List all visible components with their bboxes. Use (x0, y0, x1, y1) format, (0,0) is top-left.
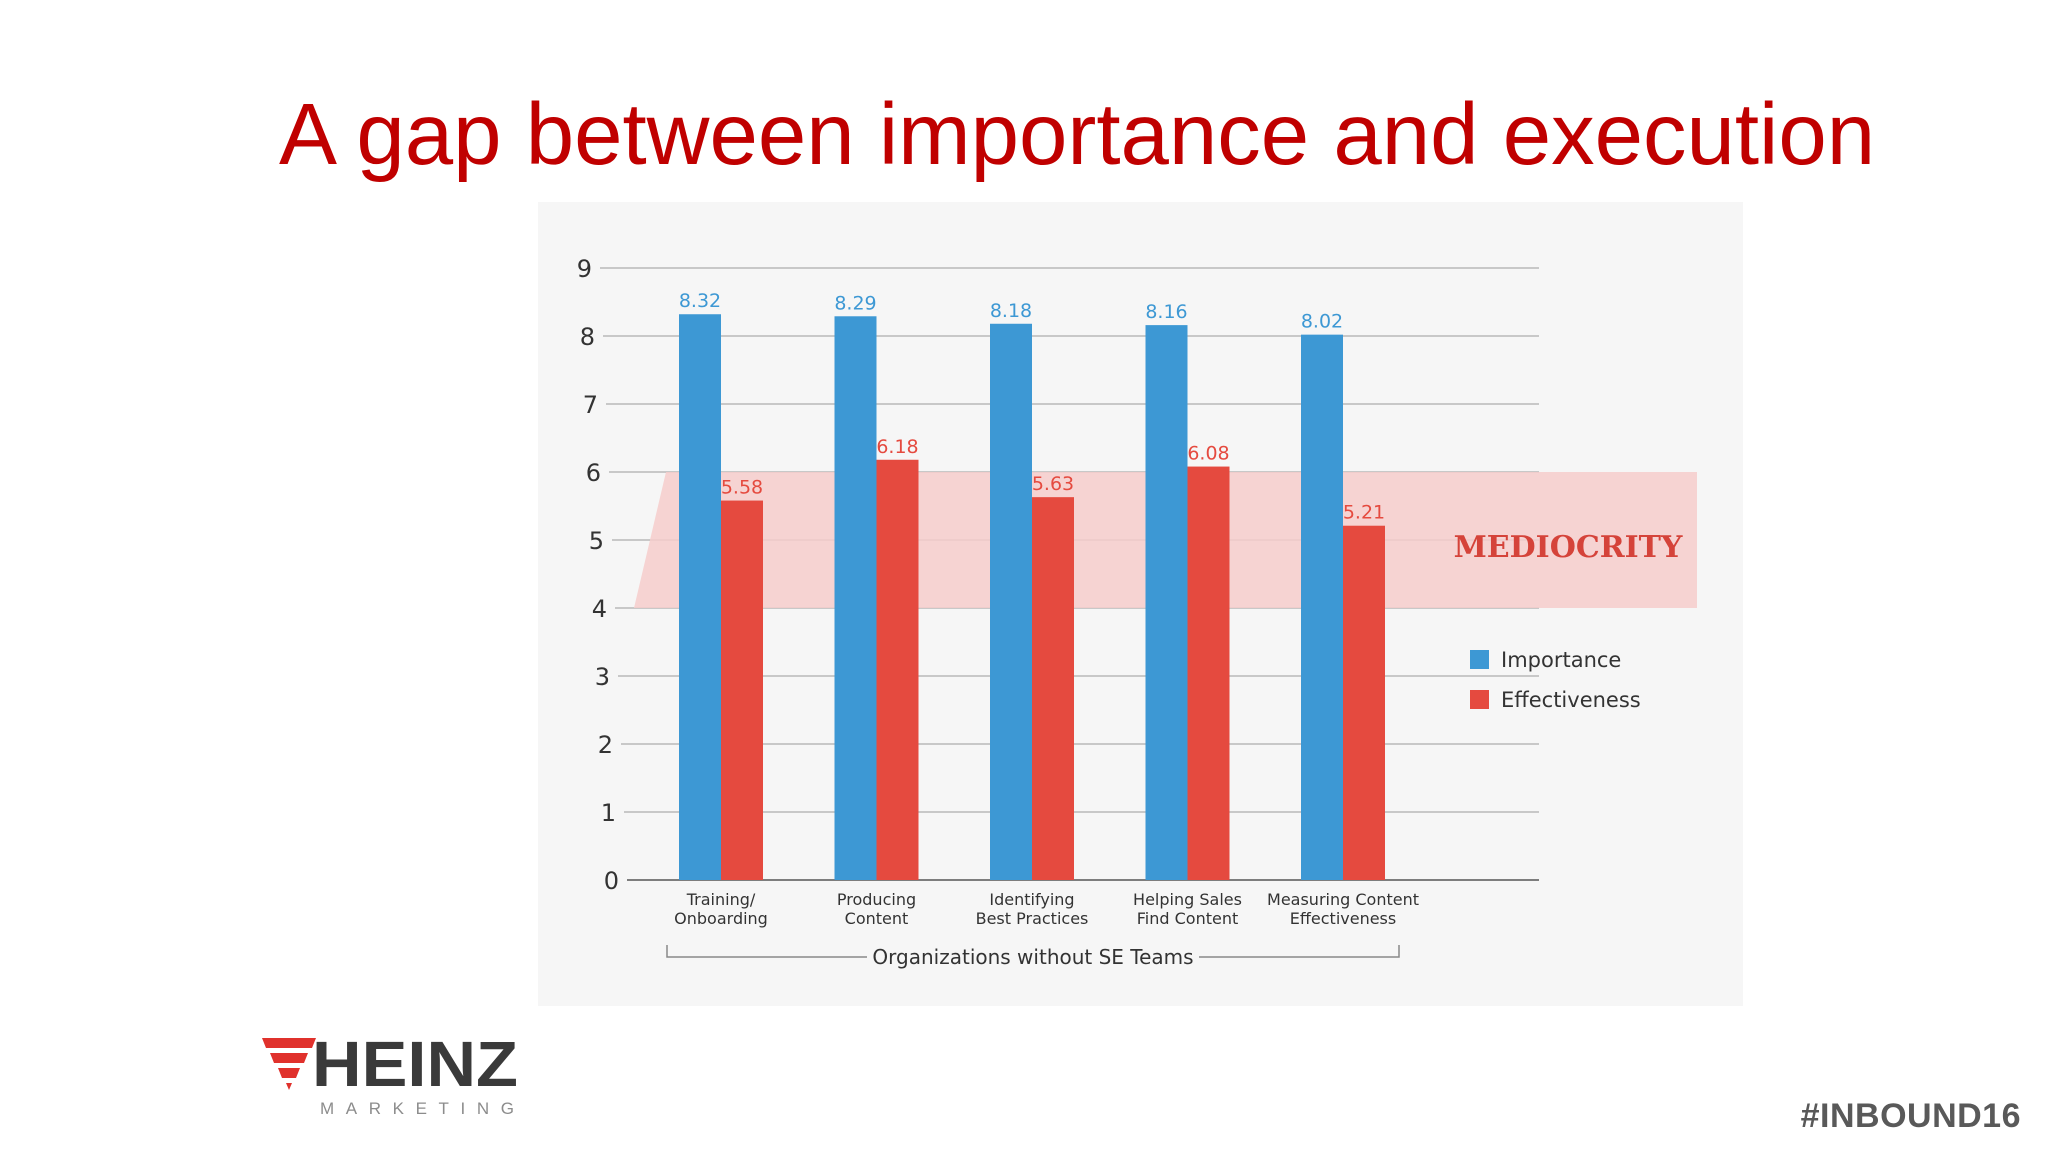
x-tick-label: Producing (837, 890, 916, 909)
x-tick-label: Identifying (989, 890, 1074, 909)
importance-bar (834, 316, 877, 880)
legend-label: Importance (1501, 648, 1621, 672)
group-label: Organizations without SE Teams (872, 945, 1193, 969)
y-tick-label: 2 (598, 731, 613, 759)
bar-value-label: 6.18 (876, 436, 918, 458)
y-tick-label: 8 (580, 323, 595, 351)
band-label: MEDIOCRITY (1454, 530, 1683, 565)
logo-tagline: MARKETING (320, 1099, 514, 1118)
slide-title: A gap between importance and execution (279, 86, 1876, 183)
x-tick-label: Find Content (1137, 909, 1239, 928)
y-tick-label: 9 (577, 255, 592, 283)
x-tick-label: Measuring Content (1267, 890, 1419, 909)
legend-swatch (1470, 690, 1489, 709)
effectiveness-bar (1343, 525, 1385, 880)
effectiveness-bar (1187, 466, 1230, 880)
logo-mark-icon (262, 1038, 316, 1090)
x-tick-label: Content (845, 909, 909, 928)
logo-wordmark: HEINZ (312, 1030, 518, 1100)
bar-value-label: 8.32 (679, 290, 721, 312)
effectiveness-bar (1032, 497, 1074, 880)
heinz-marketing-logo: HEINZ MARKETING (262, 1028, 522, 1120)
effectiveness-bar (876, 459, 919, 880)
x-tick-label: Onboarding (674, 909, 768, 928)
group-bracket-right (1199, 945, 1400, 958)
x-tick-label: Helping Sales (1133, 890, 1242, 909)
x-tick-label: Best Practices (976, 909, 1089, 928)
y-tick-label: 0 (604, 867, 619, 895)
importance-bar (679, 314, 721, 880)
y-tick-label: 1 (601, 799, 616, 827)
bar-chart: 0 1 2 3 4 5 6 7 8 9 MEDIOCRITY 8.32 5.58 Training/Onb… (577, 255, 1697, 969)
bar-value-label: 8.18 (990, 300, 1032, 322)
y-tick-label: 4 (592, 595, 607, 623)
x-tick-label: Training/ (686, 890, 756, 909)
bar-value-label: 8.16 (1145, 301, 1187, 323)
bar-value-label: 5.21 (1343, 502, 1385, 524)
x-tick-label: Effectiveness (1290, 909, 1396, 928)
bar-value-label: 8.02 (1301, 311, 1343, 333)
y-tick-label: 3 (595, 663, 610, 691)
legend-label: Effectiveness (1501, 688, 1641, 712)
importance-bar (1145, 325, 1188, 880)
event-hashtag: #INBOUND16 (1800, 1097, 2021, 1135)
bar-value-label: 6.08 (1187, 443, 1229, 465)
y-tick-label: 5 (589, 527, 604, 555)
bar-value-label: 5.63 (1032, 473, 1074, 495)
bar-value-label: 5.58 (721, 477, 763, 499)
chart-panel: 0 1 2 3 4 5 6 7 8 9 MEDIOCRITY 8.32 5.58 Training/Onb… (538, 202, 1743, 1006)
y-tick-label: 6 (586, 459, 601, 487)
group-bracket-left (666, 945, 867, 958)
effectiveness-bar (721, 500, 763, 880)
importance-bar (1301, 334, 1343, 880)
legend-swatch (1470, 650, 1489, 669)
importance-bar (990, 323, 1032, 880)
bar-value-label: 8.29 (834, 292, 876, 314)
y-tick-label: 7 (583, 391, 598, 419)
